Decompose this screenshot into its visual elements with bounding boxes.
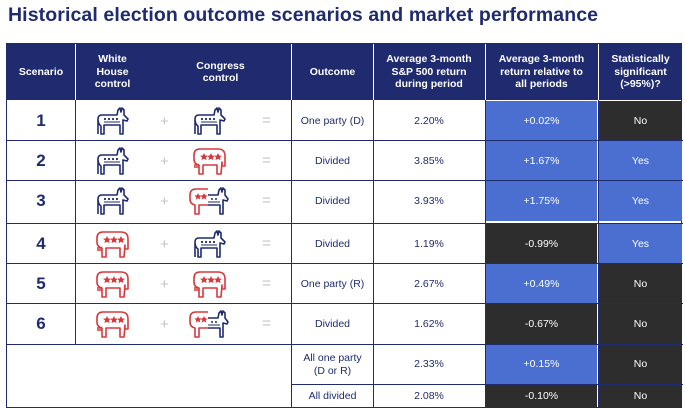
plus-sign: + [160,193,169,210]
avg-return-cell: 3.85% [414,154,444,167]
equals-sign: = [262,315,271,332]
equals-sign: = [262,152,271,169]
summary-avg-return-cell: 2.08% [414,390,444,403]
significance-cell: Yes [599,141,682,181]
plus-sign: + [160,316,169,333]
plus-sign: + [160,153,169,170]
row-divider [7,263,683,264]
header-outcome: Outcome [309,65,356,78]
significance-cell: No [599,304,682,344]
elephant-icon [95,269,131,304]
outcome-cell: One party (D) [300,114,365,127]
split-elephant-donkey-icon [187,186,229,221]
significance-cell: Yes [599,181,682,221]
scenario-number: 4 [36,233,46,253]
header-congress-control: Congress control [196,59,245,85]
relative-return-cell: +1.67% [486,141,597,181]
column-divider [485,100,486,408]
summary-outcome-cell: All divided [308,390,357,403]
election-scenarios-table: Scenario White House control Congress co… [6,43,683,408]
relative-return-cell: -0.67% [486,304,597,344]
outcome-cell: Divided [314,237,351,250]
header-avg-return: Average 3-month S&P 500 return during pe… [386,53,472,91]
scenario-number: 6 [36,313,46,333]
header-statistically-significant: Statistically significant (>95%)? [611,53,670,91]
donkey-icon [95,106,129,141]
page-title: Historical election outcome scenarios an… [8,4,599,26]
avg-return-cell: 1.19% [414,237,444,250]
elephant-icon [192,269,228,304]
scenario-number: 5 [36,273,46,293]
summary-significance-cell: No [599,385,682,408]
row-divider [7,223,683,224]
table-row: 4 + = Divided 1.19% -0.99% Yes [7,224,682,264]
row-divider [7,140,683,141]
header-relative-return: Average 3-month return relative to all p… [498,53,585,91]
plus-sign: + [160,276,169,293]
outcome-cell: Divided [314,317,351,330]
relative-return-cell: +0.02% [486,101,597,141]
plus-sign: + [160,236,169,253]
summary-relative-return-cell: +0.15% [486,345,597,384]
table-row: 2 + = Divided 3.85% +1.67% Yes [7,141,682,181]
table-row: 6 + = Divided 1.62% -0.67% No [7,304,682,344]
relative-return-cell: -0.99% [486,224,597,264]
scenario-number: 1 [36,110,46,130]
row-divider [7,344,683,345]
scenario-number: 3 [36,190,46,210]
avg-return-cell: 2.67% [414,277,444,290]
elephant-icon [95,229,131,264]
summary-row: All one party (D or R) 2.33% +0.15% No [7,345,682,384]
elephant-icon [192,146,228,181]
outcome-cell: Divided [314,154,351,167]
column-divider [598,100,599,408]
table-row: 1 + = One party (D) 2.20% +0.02% No [7,101,682,141]
summary-row: All divided 2.08% -0.10% No [7,385,682,408]
table-row: 3 + = Divided 3.93% +1.75% Yes [7,181,682,221]
summary-significance-cell: No [599,345,682,384]
summary-avg-return-cell: 2.33% [414,358,444,371]
relative-return-cell: +1.75% [486,181,597,221]
donkey-icon [95,146,129,181]
donkey-icon [192,106,226,141]
equals-sign: = [262,275,271,292]
table-header: Scenario White House control Congress co… [7,44,681,100]
table-row: 5 + = One party (R) 2.67% +0.49% No [7,264,682,304]
donkey-icon [95,186,129,221]
avg-return-cell: 1.62% [414,317,444,330]
row-divider [7,180,683,181]
significance-cell: No [599,264,682,304]
plus-sign: + [160,113,169,130]
avg-return-cell: 3.93% [414,194,444,207]
equals-sign: = [262,192,271,209]
header-scenario: Scenario [18,65,64,78]
column-divider [373,100,374,408]
significance-cell: Yes [599,224,682,264]
column-divider [75,100,76,344]
column-divider [291,100,292,408]
equals-sign: = [262,112,271,129]
significance-cell: No [599,101,682,141]
avg-return-cell: 2.20% [414,114,444,127]
outcome-cell: Divided [314,194,351,207]
equals-sign: = [262,235,271,252]
outcome-cell: One party (R) [300,277,365,290]
summary-relative-return-cell: -0.10% [486,385,597,408]
split-elephant-donkey-icon [187,309,229,344]
scenario-number: 2 [36,150,46,170]
row-divider [291,384,683,385]
summary-outcome-cell: All one party (D or R) [303,352,362,377]
header-white-house-control: White House control [94,53,131,91]
elephant-icon [95,309,131,344]
row-divider [7,303,683,304]
donkey-icon [192,229,226,264]
relative-return-cell: +0.49% [486,264,597,304]
